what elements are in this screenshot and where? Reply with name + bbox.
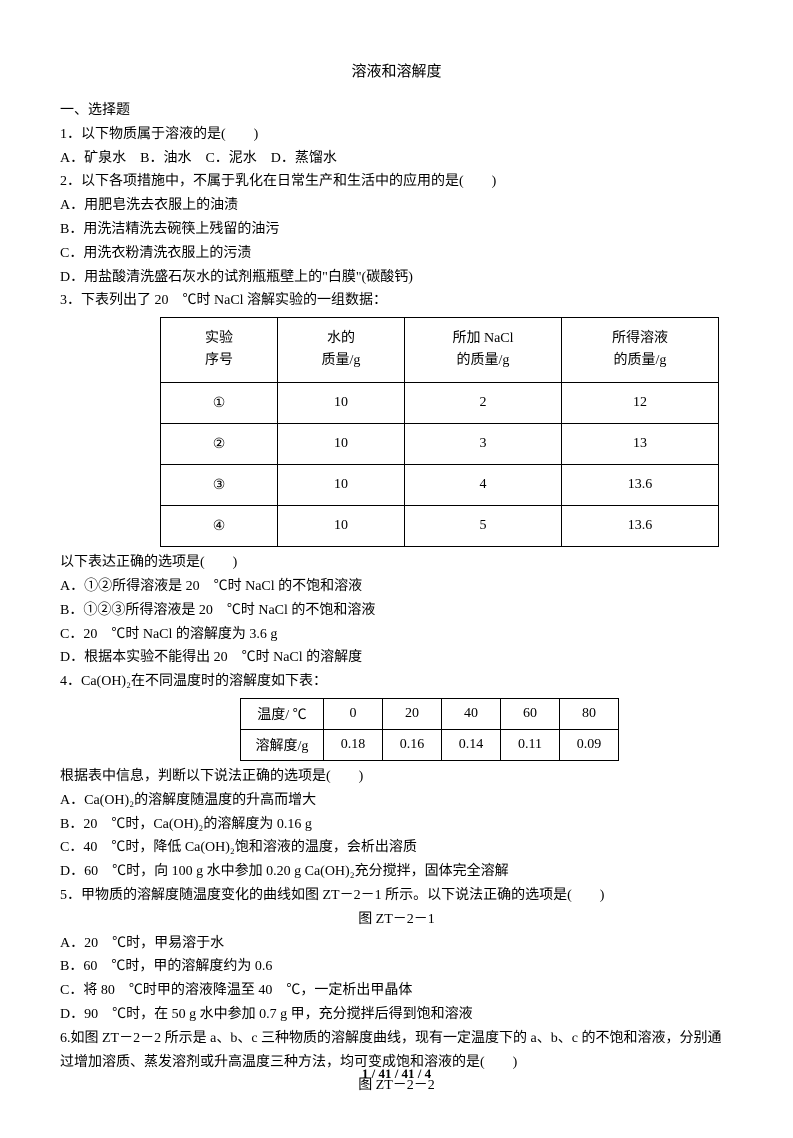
table-header: 所加 NaCl的质量/g [405,318,562,383]
question-2-option-d: D．用盐酸清洗盛石灰水的试剂瓶瓶壁上的"白膜"(碳酸钙) [60,266,733,290]
table-row: 溶解度/g 0.18 0.16 0.14 0.11 0.09 [241,729,619,760]
caoh2-table: 温度/ ℃ 0 20 40 60 80 溶解度/g 0.18 0.16 0.14… [240,698,619,761]
question-4-prompt: 根据表中信息，判断以下说法正确的选项是( ) [60,765,733,789]
page-footer: 1 / 41 / 41 / 4 [0,1066,793,1082]
question-5: 5．甲物质的溶解度随温度变化的曲线如图 ZT－2－1 所示。以下说法正确的选项是… [60,884,733,908]
question-1: 1．以下物质属于溶液的是( ) [60,123,733,147]
question-3-option-a: A．①②所得溶液是 20 ℃时 NaCl 的不饱和溶液 [60,575,733,599]
question-5-option-d: D．90 ℃时，在 50 g 水中参加 0.7 g 甲，充分搅拌后得到饱和溶液 [60,1003,733,1027]
table-row: ② 10 3 13 [161,424,719,465]
question-1-options: A．矿泉水 B．油水 C．泥水 D．蒸馏水 [60,147,733,171]
table-header: 所得溶液的质量/g [562,318,719,383]
question-4-option-d: D．60 ℃时，向 100 g 水中参加 0.20 g Ca(OH)₂充分搅拌，… [60,860,733,884]
table-header: 水的质量/g [278,318,405,383]
question-4-option-c: C．40 ℃时，降低 Ca(OH)₂饱和溶液的温度，会析出溶质 [60,836,733,860]
question-4-option-b: B．20 ℃时，Ca(OH)₂的溶解度为 0.16 g [60,813,733,837]
section-heading: 一、选择题 [60,99,733,123]
question-4: 4．Ca(OH)₂在不同温度时的溶解度如下表： [60,670,733,694]
question-2-option-a: A．用肥皂洗去衣服上的油渍 [60,194,733,218]
question-5-option-a: A．20 ℃时，甲易溶于水 [60,932,733,956]
question-2-option-b: B．用洗洁精洗去碗筷上残留的油污 [60,218,733,242]
question-2-option-c: C．用洗衣粉清洗衣服上的污渍 [60,242,733,266]
page-title: 溶液和溶解度 [60,60,733,81]
figure-label-1: 图 ZT－2－1 [60,908,733,932]
question-3: 3．下表列出了 20 ℃时 NaCl 溶解实验的一组数据： [60,289,733,313]
question-5-option-c: C．将 80 ℃时甲的溶液降温至 40 ℃，一定析出甲晶体 [60,979,733,1003]
nacl-table: 实验序号 水的质量/g 所加 NaCl的质量/g 所得溶液的质量/g ① 10 … [160,317,719,547]
question-3-prompt: 以下表达正确的选项是( ) [60,551,733,575]
table-row: ④ 10 5 13.6 [161,506,719,547]
table-row: ① 10 2 12 [161,383,719,424]
table-header: 实验序号 [161,318,278,383]
question-3-option-c: C．20 ℃时 NaCl 的溶解度为 3.6 g [60,623,733,647]
question-5-option-b: B．60 ℃时，甲的溶解度约为 0.6 [60,955,733,979]
question-4-option-a: A．Ca(OH)₂的溶解度随温度的升高而增大 [60,789,733,813]
question-2: 2．以下各项措施中，不属于乳化在日常生产和生活中的应用的是( ) [60,170,733,194]
table-row: 温度/ ℃ 0 20 40 60 80 [241,698,619,729]
question-3-option-d: D．根据本实验不能得出 20 ℃时 NaCl 的溶解度 [60,646,733,670]
question-3-option-b: B．①②③所得溶液是 20 ℃时 NaCl 的不饱和溶液 [60,599,733,623]
table-row: ③ 10 4 13.6 [161,465,719,506]
